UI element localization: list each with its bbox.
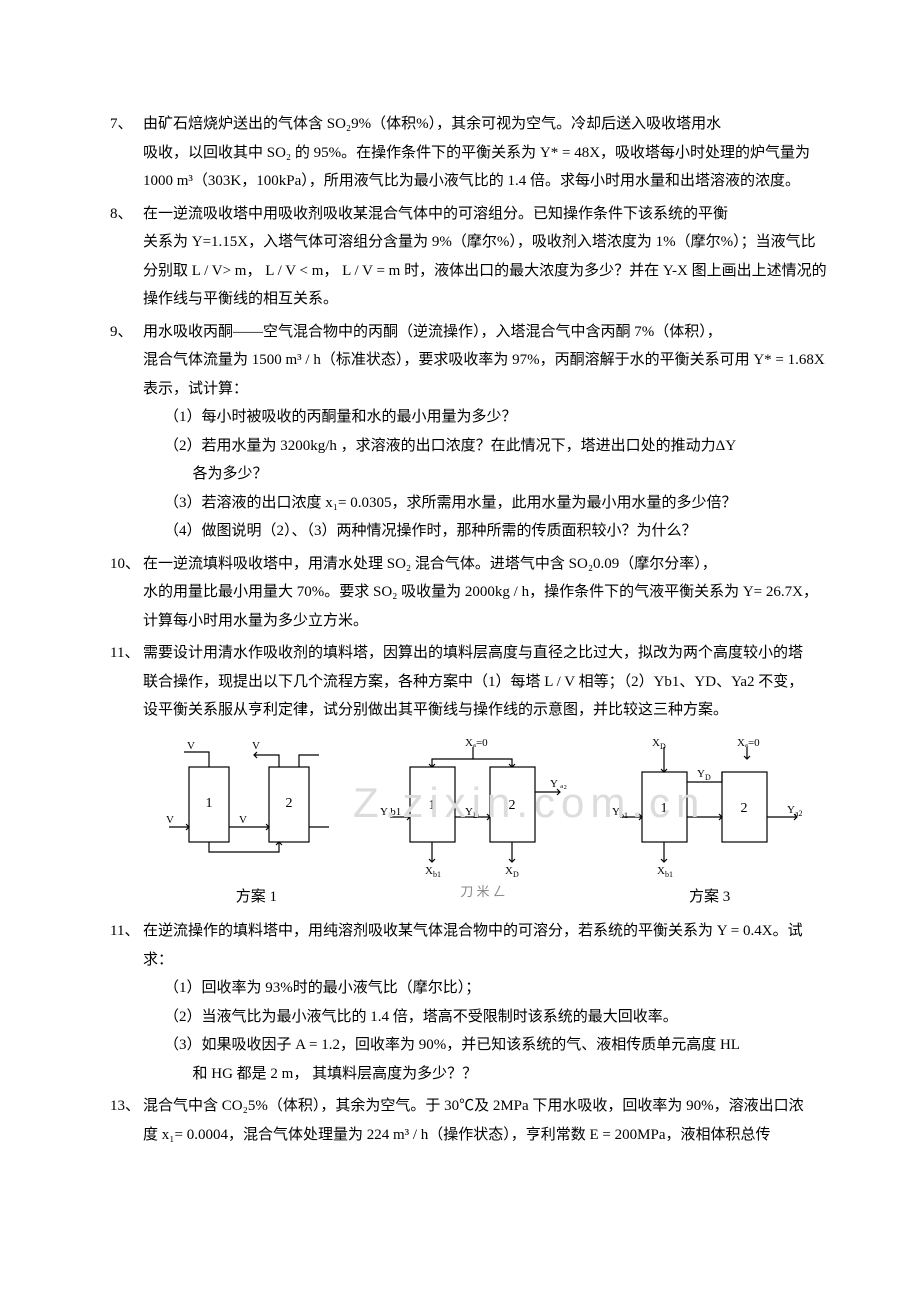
caption-2-over: 刀 米 ㄥ [370,880,597,905]
svg-text:V: V [187,740,195,752]
diagram-scheme-1: 1 2 V V V V [154,737,349,877]
q11b-s1: （1）回收率为 93%时的最小液气比（摩尔比）； [164,974,830,1003]
q11b-s3b: 和 HG 都是 2 m， 其填料层高度为多少？？ [193,1060,831,1089]
svg-text:X: X [657,865,665,877]
svg-text:X: X [425,865,433,877]
svg-text:b1: b1 [433,870,441,877]
svg-text:D: D [473,811,479,820]
q9-num: 9、 [110,318,143,347]
q9-s2b: 各为多少？ [193,460,831,489]
q7-line2: 吸收，以回收其中 SO₂ 的 95%。在操作条件下的平衡关系为 Y* = 48X… [143,139,830,196]
q9-line2: 混合气体流量为 1500 m³ / h（标准状态），要求吸收率为 97%，丙酮溶… [143,346,830,403]
svg-text:2: 2 [741,801,748,816]
svg-text:X: X [505,865,513,877]
question-9: 9、用水吸收丙酮——空气混合物中的丙酮（逆流操作），入塔混合气中含丙酮 7%（体… [110,318,830,546]
question-8: 8、在一逆流吸收塔中用吸收剂吸收某混合气体中的可溶组分。已知操作条件下该系统的平… [110,200,830,314]
q10-line1: 在一逆流填料吸收塔中，用清水处理 SO₂ 混合气体。进塔气中含 SO₂0.09（… [143,550,813,579]
q7-line1: 由矿石焙烧炉送出的气体含 SO₂9%（体积%），其余可视为空气。冷却后送入吸收塔… [143,110,823,139]
svg-text:Xₐ=0: Xₐ=0 [737,737,760,749]
q11b-num: 11、 [110,917,143,946]
svg-text:Xₐ=0: Xₐ=0 [465,737,488,749]
svg-text:Y ₐ₂: Y ₐ₂ [550,778,567,790]
q11b-s2: （2）当液气比为最小液气比的 1.4 倍，塔高不受限制时该系统的最大回收率。 [164,1003,830,1032]
q11b-s3: （3）如果吸收因子 A = 1.2，回收率为 90%，并已知该系统的气、液相传质… [164,1031,830,1060]
diagram-scheme-2: 1 2 Xₐ=0 Y b1 YD Y ₐ₂ Xb1 XD [370,737,580,877]
svg-text:1: 1 [661,801,668,816]
q13-num: 13、 [110,1092,143,1121]
q10-line2: 水的用量比最小用量大 70%。要求 SO₂ 吸收量为 2000kg / h，操作… [143,578,830,635]
svg-text:2: 2 [509,798,516,813]
svg-text:V: V [239,814,247,826]
q13-line1: 混合气中含 CO₂5%（体积），其余为空气。于 30℃及 2MPa 下用水吸收，… [143,1092,813,1149]
svg-text:V: V [166,814,174,826]
q8-num: 8、 [110,200,143,229]
question-11a: 11、需要设计用清水作吸收剂的填料塔，因算出的填料层高度与直径之比过大，拟改为两… [110,639,830,725]
svg-text:X: X [652,737,660,749]
q9-s2: （2）若用水量为 3200kg/h ，求溶液的出口浓度？在此情况下，塔进出口处的… [164,432,830,461]
q9-s3: （3）若溶液的出口浓度 x₁= 0.0305，求所需用水量，此用水量为最小用水量… [164,489,830,518]
q8-line1: 在一逆流吸收塔中用吸收剂吸收某混合气体中的可溶组分。已知操作条件下该系统的平衡 [143,200,823,229]
svg-text:Y: Y [697,768,705,780]
q8-line2: 关系为 Y=1.15X，入塔气体可溶组分含量为 9%（摩尔%），吸收剂入塔浓度为… [143,228,830,314]
q7-num: 7、 [110,110,143,139]
svg-text:D: D [660,742,666,751]
svg-text:Y: Y [787,804,795,816]
caption-3: 方案 3 [596,883,823,912]
svg-text:b1: b1 [665,870,673,877]
svg-text:Y: Y [612,806,620,818]
q10-num: 10、 [110,550,143,579]
q9-line1: 用水吸收丙酮——空气混合物中的丙酮（逆流操作），入塔混合气中含丙酮 7%（体积）… [143,318,823,347]
question-11b: 11、在逆流操作的填料塔中，用纯溶剂吸收某气体混合物中的可溶分，若系统的平衡关系… [110,917,830,1088]
svg-text:D: D [705,773,711,782]
svg-text:Y: Y [465,806,473,818]
diagram-scheme-3: 1 2 XD Xₐ=0 YD Yb1 Ya2 Xb1 [602,737,812,877]
svg-text:a2: a2 [795,809,803,818]
diagram-row: 1 2 V V V V 1 2 Xₐ=0 [143,737,823,877]
q11a-line1: 需要设计用清水作吸收剂的填料塔，因算出的填料层高度与直径之比过大，拟改为两个高度… [143,639,813,725]
q11b-line1: 在逆流操作的填料塔中，用纯溶剂吸收某气体混合物中的可溶分，若系统的平衡关系为 Y… [143,917,813,974]
svg-text:V: V [252,740,260,752]
caption-1: 方案 1 [143,883,370,912]
svg-text:D: D [513,870,519,877]
svg-text:b1: b1 [620,811,628,820]
caption-2-wrap: 刀 米 ㄥ 方案 2 [370,883,597,912]
question-7: 7、由矿石焙烧炉送出的气体含 SO₂9%（体积%），其余可视为空气。冷却后送入吸… [110,110,830,196]
q9-s4: （4）做图说明（2）、（3）两种情况操作时，那种所需的传质面积较小？为什么？ [164,517,830,546]
diagram-captions: Z.zixin.com.cn 方案 1 刀 米 ㄥ 方案 2 方案 3 [143,883,823,912]
svg-text:2: 2 [285,796,292,811]
q11a-num: 11、 [110,639,143,668]
question-13: 13、混合气中含 CO₂5%（体积），其余为空气。于 30℃及 2MPa 下用水… [110,1092,830,1149]
question-10: 10、在一逆流填料吸收塔中，用清水处理 SO₂ 混合气体。进塔气中含 SO₂0.… [110,550,830,636]
svg-text:Y b1: Y b1 [380,806,401,818]
svg-text:1: 1 [429,798,436,813]
svg-text:1: 1 [205,796,212,811]
q9-s1: （1）每小时被吸收的丙酮量和水的最小用量为多少？ [164,403,830,432]
